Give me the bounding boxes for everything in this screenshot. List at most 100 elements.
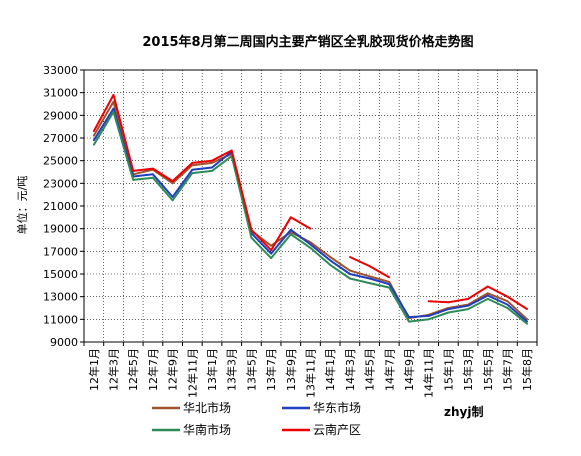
data-point <box>92 139 95 142</box>
data-point <box>230 149 233 152</box>
x-tick-label: 12年9月 <box>166 348 180 391</box>
x-tick-label: 15年5月 <box>481 348 495 391</box>
x-tick-label: 13年11月 <box>304 348 318 398</box>
data-point <box>486 298 489 300</box>
data-point <box>506 307 509 309</box>
data-point <box>486 292 489 295</box>
x-tick-label: 13年5月 <box>244 348 258 391</box>
data-point <box>329 259 332 262</box>
data-point <box>447 301 450 304</box>
data-point <box>250 236 253 239</box>
plot-frame <box>83 69 538 343</box>
data-point <box>191 162 194 164</box>
x-tick-label: 14年11月 <box>422 348 436 398</box>
data-point <box>191 168 194 171</box>
x-tick-label: 14年5月 <box>363 348 377 391</box>
data-point <box>250 228 253 231</box>
data-point <box>112 94 115 96</box>
data-point <box>191 164 194 167</box>
x-tick-label: 14年7月 <box>382 348 396 391</box>
data-point <box>270 252 273 255</box>
data-point <box>368 277 371 280</box>
data-point <box>506 303 509 306</box>
data-point <box>388 286 391 289</box>
data-point <box>132 179 135 181</box>
data-point <box>368 282 371 284</box>
data-point <box>289 216 292 219</box>
x-tick-label: 13年1月 <box>205 348 219 391</box>
data-point <box>112 100 115 103</box>
data-point <box>348 256 351 258</box>
data-point <box>526 320 529 323</box>
data-point <box>427 315 430 317</box>
y-tick-label: 17000 <box>43 245 78 258</box>
data-point <box>270 244 273 247</box>
data-point <box>191 172 194 175</box>
data-point <box>388 281 391 283</box>
data-point <box>348 277 351 280</box>
x-tick-label: 12年1月 <box>87 348 101 391</box>
y-tick-label: 29000 <box>43 109 78 122</box>
legend-label: 华北市场 <box>183 400 231 415</box>
x-tick-label: 14年3月 <box>343 348 357 391</box>
data-point <box>171 196 174 198</box>
data-point <box>309 247 312 249</box>
data-point <box>92 143 95 146</box>
y-axis-label: 单位：元/吨 <box>15 176 29 235</box>
x-tick-label: 12年11月 <box>185 348 199 398</box>
y-tick-label: 13000 <box>43 291 78 304</box>
data-point <box>211 159 213 162</box>
chart-title: 2015年8月第二周国内主要产销区全乳胶现货价格走势图 <box>142 34 473 50</box>
watermark-label: zhyj制 <box>444 404 483 419</box>
data-point <box>270 257 273 260</box>
data-point <box>526 308 529 311</box>
data-point <box>211 162 213 164</box>
data-point <box>211 166 213 169</box>
x-tick-label: 14年1月 <box>323 348 337 391</box>
x-tick-label: 13年3月 <box>225 348 239 391</box>
data-point <box>171 180 174 182</box>
data-point <box>348 273 351 275</box>
data-point <box>427 300 430 303</box>
data-point <box>152 173 154 176</box>
data-point <box>368 275 371 278</box>
data-point <box>467 298 469 300</box>
data-point <box>92 130 95 133</box>
data-point <box>171 182 174 185</box>
data-point <box>486 294 489 297</box>
data-point <box>270 249 273 252</box>
legend-label: 云南产区 <box>313 422 361 437</box>
x-tick-label: 13年7月 <box>264 348 278 391</box>
data-point <box>388 283 391 286</box>
data-point <box>309 227 312 230</box>
data-point <box>388 276 391 279</box>
y-tick-label: 27000 <box>43 132 78 145</box>
x-tick-label: 15年3月 <box>461 348 475 391</box>
data-point <box>408 320 410 323</box>
legend-label: 华南市场 <box>183 422 231 437</box>
y-tick-label: 15000 <box>43 268 78 281</box>
data-point <box>329 256 332 258</box>
x-tick-label: 12年7月 <box>146 348 160 391</box>
y-tick-label: 19000 <box>43 223 78 236</box>
data-point <box>211 169 213 172</box>
y-tick-label: 11000 <box>43 313 78 326</box>
y-tick-label: 31000 <box>43 87 78 100</box>
data-point <box>348 269 351 272</box>
data-point <box>112 111 115 113</box>
data-point <box>408 316 410 318</box>
data-point <box>447 308 450 311</box>
data-point <box>526 318 529 321</box>
data-point <box>368 265 371 267</box>
legend-label: 华东市场 <box>313 400 361 415</box>
data-point <box>506 300 509 303</box>
data-point <box>467 304 469 307</box>
data-point <box>289 233 292 236</box>
x-tick-label: 12年3月 <box>107 348 121 391</box>
data-point <box>289 228 292 231</box>
x-tick-label: 12年5月 <box>126 348 140 391</box>
data-point <box>329 264 332 266</box>
data-point <box>427 318 430 321</box>
x-tick-label: 15年8月 <box>520 348 534 391</box>
